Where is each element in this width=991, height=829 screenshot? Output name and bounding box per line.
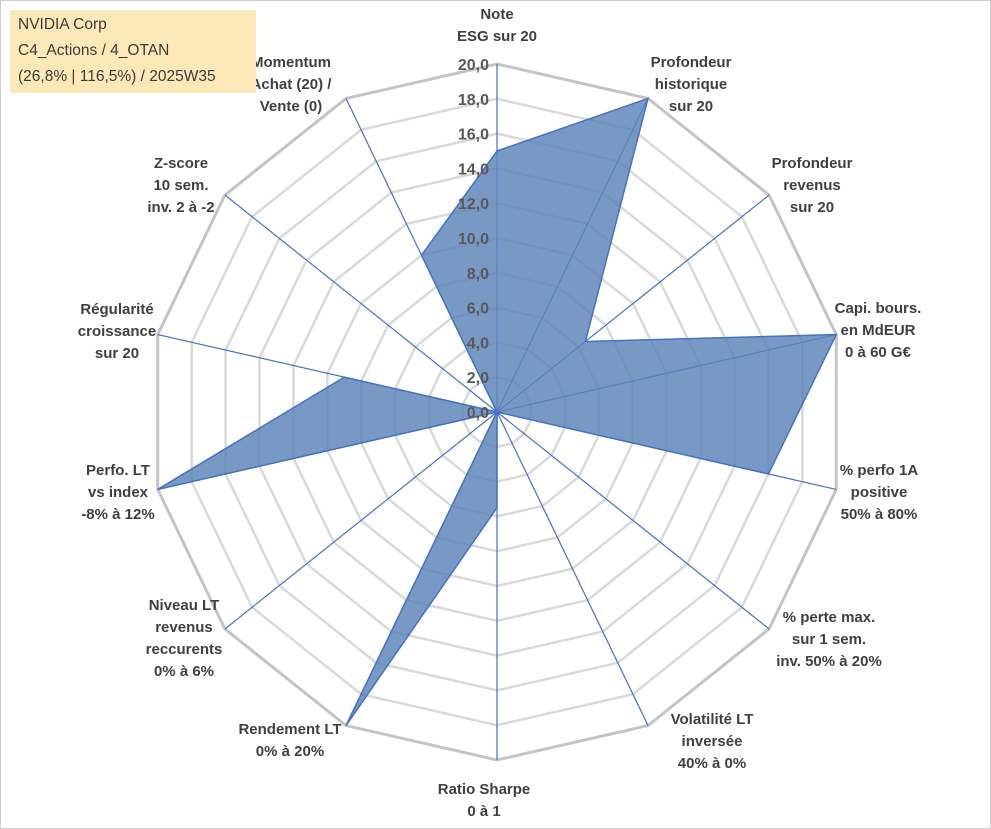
axis-label-line: Perfo. LT (86, 462, 150, 479)
axis-label-line: Note (480, 6, 513, 23)
tick-label: 12,0 (458, 196, 489, 213)
tick-label: 20,0 (458, 57, 489, 74)
axis-label-line: Profondeur (772, 155, 853, 172)
tick-label: 16,0 (458, 127, 489, 144)
axis-label-line: % perfo 1A (840, 462, 919, 479)
axis-label-line: -8% à 12% (81, 506, 154, 523)
tick-label: 0,0 (467, 405, 489, 422)
axis-label-line: 0 à 1 (467, 803, 500, 820)
axis-label-line: ESG sur 20 (457, 28, 537, 45)
axis-label: Profondeur historique sur 20 (651, 54, 732, 115)
axis-label-line: % perte max. (783, 609, 876, 626)
axis-label-line: inv. 50% à 20% (776, 653, 882, 670)
info-box: NVIDIA Corp C4_Actions / 4_OTAN (26,8% |… (10, 10, 256, 93)
axis-label-line: 0% à 6% (154, 663, 214, 680)
axis-label-line: Vente (0) (260, 98, 323, 115)
axis-label-line: 10 sem. (153, 177, 208, 194)
tick-label: 10,0 (458, 231, 489, 248)
axis-label-line: 0 à 60 G€ (845, 344, 912, 361)
axis-label-line: revenus (783, 177, 841, 194)
spoke-line (224, 194, 498, 413)
axis-label-line: historique (655, 76, 728, 93)
axis-label: Perfo. LT vs index -8% à 12% (81, 462, 154, 523)
axis-label-line: Ratio Sharpe (438, 781, 531, 798)
axis-label-line: Niveau LT (149, 597, 220, 614)
axis-label-line: vs index (88, 484, 149, 501)
spoke-line (496, 411, 770, 630)
axis-label-line: en MdEUR (841, 322, 916, 339)
axis-label: Régularité croissance sur 20 (78, 301, 156, 362)
axis-label-line: 0% à 20% (256, 743, 324, 760)
tick-label: 14,0 (458, 161, 489, 178)
axis-label: Note ESG sur 20 (457, 6, 537, 45)
axis-label: % perte max. sur 1 sem. inv. 50% à 20% (776, 609, 882, 670)
tick-label: 8,0 (467, 266, 489, 283)
axis-label-line: Volatilité LT (671, 711, 754, 728)
info-stats: (26,8% | 116,5%) / 2025W35 (18, 68, 216, 85)
axis-label: Ratio Sharpe 0 à 1 (438, 781, 531, 820)
series-area (157, 97, 838, 726)
axis-label-line: sur 1 sem. (792, 631, 866, 648)
axis-label-line: 40% à 0% (678, 755, 746, 772)
axis-label-line: sur 20 (669, 98, 713, 115)
axis-label: Z-score 10 sem. inv. 2 à -2 (147, 155, 214, 216)
axis-label: Niveau LT revenus reccurents 0% à 6% (146, 597, 223, 680)
axis-label: Momentum Achat (20) / Vente (0) (251, 54, 333, 115)
spoke-line (224, 411, 498, 630)
tick-label: 18,0 (458, 92, 489, 109)
tick-label: 4,0 (467, 335, 489, 352)
axis-label: Volatilité LT inversée 40% à 0% (671, 711, 754, 772)
axis-label-line: inversée (682, 733, 743, 750)
axis-label: Rendement LT 0% à 20% (238, 721, 341, 760)
tick-label: 2,0 (467, 370, 489, 387)
axis-label-line: positive (851, 484, 908, 501)
axis-label-line: reccurents (146, 641, 223, 658)
axis-label: Profondeur revenus sur 20 (772, 155, 853, 216)
axis-label-line: sur 20 (95, 345, 139, 362)
axis-label-line: 50% à 80% (841, 506, 918, 523)
axis-label-line: inv. 2 à -2 (147, 199, 214, 216)
axis-label-line: Z-score (154, 155, 208, 172)
axis-label-line: Rendement LT (238, 721, 341, 738)
axis-label-line: Profondeur (651, 54, 732, 71)
axis-label-line: sur 20 (790, 199, 834, 216)
tick-label: 6,0 (467, 301, 489, 318)
axis-label-line: croissance (78, 323, 156, 340)
axis-label-line: Momentum (251, 54, 331, 71)
axis-label-line: revenus (155, 619, 213, 636)
axis-label-line: Capi. bours. (835, 300, 922, 317)
axis-label-line: Régularité (80, 301, 153, 318)
axis-label-line: Achat (20) / (251, 76, 333, 93)
info-category: C4_Actions / 4_OTAN (18, 42, 170, 59)
info-company-name: NVIDIA Corp (18, 16, 107, 33)
axis-label: % perfo 1A positive 50% à 80% (840, 462, 919, 523)
axis-label: Capi. bours. en MdEUR 0 à 60 G€ (835, 300, 922, 361)
spoke-line (496, 411, 649, 726)
